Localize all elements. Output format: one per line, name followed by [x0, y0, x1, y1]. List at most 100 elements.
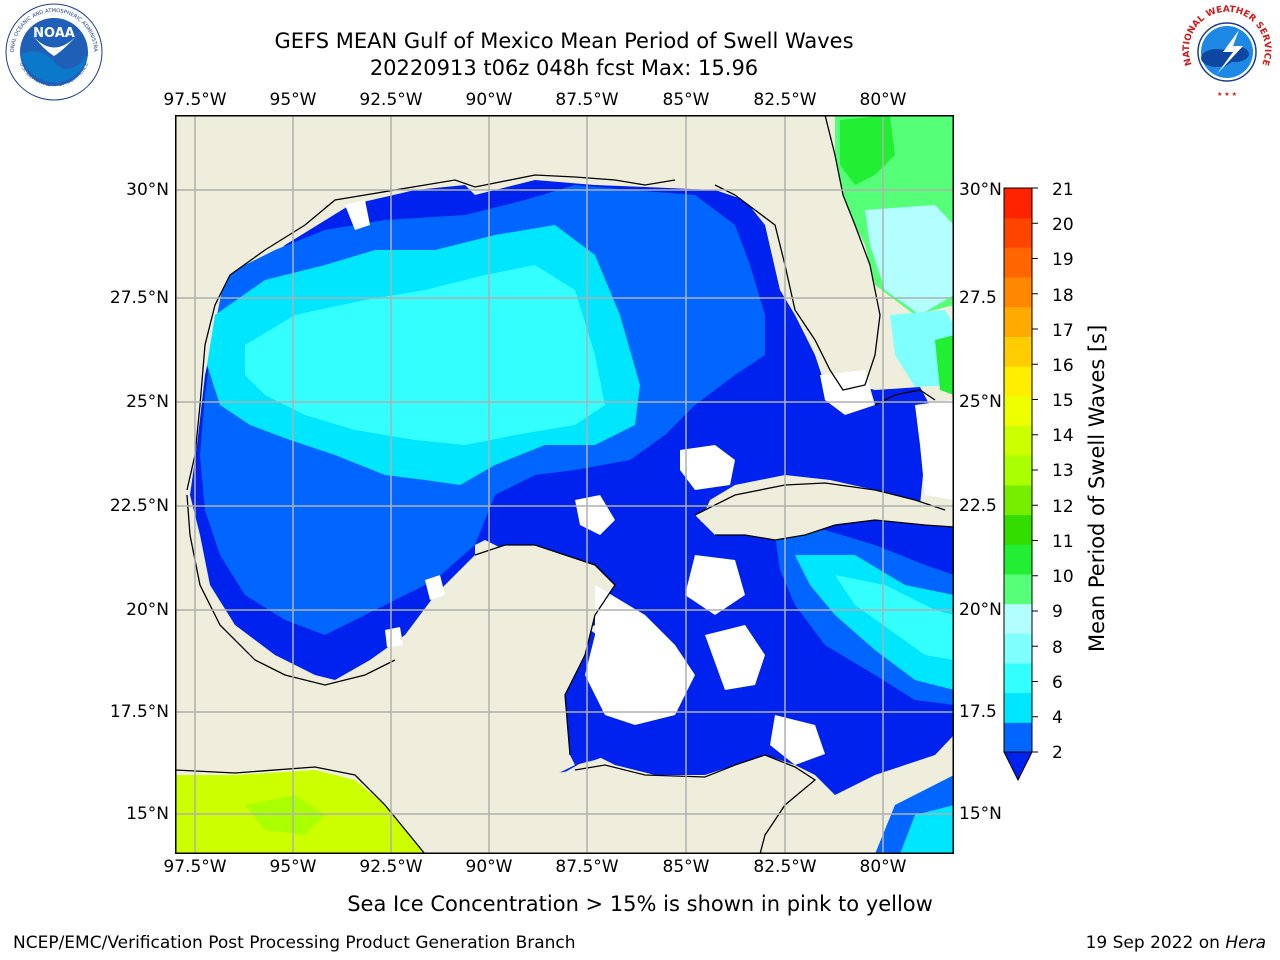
colorbar-swatch: [1004, 514, 1032, 545]
pacific-swell-lime: [245, 795, 325, 835]
colorbar-tick: 12: [1052, 497, 1074, 517]
colorbar-swatch: [1004, 425, 1032, 456]
footer-date-text: 19 Sep 2022 on: [1085, 933, 1226, 953]
graticule: [175, 115, 954, 854]
map-title: GEFS MEAN Gulf of Mexico Mean Period of …: [274, 29, 854, 53]
colorbar-tick: 17: [1052, 321, 1074, 341]
mexico-coast: [175, 495, 405, 775]
colorbar-tick: 18: [1052, 286, 1074, 306]
lat-tick-right: 27.5: [959, 288, 997, 308]
colorbar-swatch: [1004, 455, 1032, 486]
colorbar-swatch: [1004, 366, 1032, 397]
map-plot: [175, 115, 954, 854]
lat-tick-left: 27.5°N: [109, 288, 169, 308]
colorbar-tick: 21: [1052, 180, 1074, 200]
caribbean-swell-light-cyan: [835, 575, 954, 660]
atlantic-swell-pale-cyan: [865, 205, 954, 315]
colorbar-swatch: [1004, 603, 1032, 634]
footer-date: 19 Sep 2022 on Hera: [1086, 933, 1266, 953]
colorbar-swatch: [1004, 633, 1032, 664]
lon-tick-top: 95°W: [269, 90, 317, 110]
lat-tick-right: 25°N: [959, 392, 1002, 412]
colorbar: [1003, 187, 1038, 782]
sea-ice-note: Sea Ice Concentration > 15% is shown in …: [347, 892, 933, 916]
lat-tick-right: 15°N: [959, 804, 1002, 824]
colorbar-tick-marks: [1032, 187, 1038, 753]
colorbar-tick: 14: [1052, 426, 1074, 446]
colorbar-tick: 20: [1052, 215, 1074, 235]
lat-tick-left: 30°N: [126, 180, 169, 200]
colorbar-swatch: [1004, 306, 1032, 337]
colorbar-tick: 2: [1052, 743, 1063, 763]
colorbar-swatch: [1004, 573, 1032, 605]
map-frame: [175, 115, 954, 854]
florida-peninsula: [675, 115, 880, 390]
colorbar-swatch: [1004, 662, 1032, 694]
lon-tick-bottom: 90°W: [465, 857, 513, 877]
us-gulf-coast: [175, 115, 675, 495]
colorbar-swatch: [1004, 217, 1032, 248]
lon-tick-bottom: 95°W: [269, 857, 317, 877]
colorbar-tick: 13: [1052, 461, 1074, 481]
footer-host: Hera: [1225, 933, 1266, 953]
lat-tick-left: 17.5°N: [109, 702, 169, 722]
lat-tick-right: 20°N: [959, 600, 1002, 620]
colorbar-swatch: [1004, 336, 1032, 367]
colorbar-swatch: [1004, 692, 1032, 723]
lon-tick-top: 87.5°W: [555, 90, 619, 110]
noaa-logo: NATIONAL OCEANIC AND ATMOSPHERIC ADMINIS…: [4, 2, 103, 101]
lon-tick-top: 82.5°W: [753, 90, 817, 110]
lon-tick-bottom: 80°W: [859, 857, 907, 877]
bahamas-swell-green: [935, 335, 954, 395]
lon-tick-top: 80°W: [859, 90, 907, 110]
lat-tick-left: 22.5°N: [109, 496, 169, 516]
gulf-swell-light-cyan: [245, 265, 605, 445]
lon-tick-top: 90°W: [465, 90, 513, 110]
map-subtitle: 20220913 t06z 048h fcst Max: 15.96: [369, 56, 759, 80]
lat-tick-left: 25°N: [126, 392, 169, 412]
lat-tick-right: 22.5: [959, 496, 997, 516]
svg-text:★ ★ ★: ★ ★ ★: [1217, 91, 1237, 98]
cuba: [695, 483, 954, 540]
colorbar-tick: 16: [1052, 356, 1074, 376]
lon-tick-top: 85°W: [662, 90, 710, 110]
colorbar-tick: 9: [1052, 602, 1063, 622]
nws-logo: NATIONAL WEATHER SERVICE ★ ★ ★: [1179, 2, 1275, 98]
footer-credit: NCEP/EMC/Verification Post Processing Pr…: [13, 933, 576, 953]
colorbar-swatch: [1004, 247, 1032, 278]
lon-tick-bottom: 82.5°W: [753, 857, 817, 877]
coastlines: [175, 115, 954, 854]
colorbar-segments: [1004, 188, 1032, 753]
lon-tick-bottom: 97.5°W: [163, 857, 227, 877]
missing-data-areas: [345, 200, 954, 765]
lon-tick-top: 97.5°W: [163, 90, 227, 110]
colorbar-tick: 6: [1052, 673, 1063, 693]
colorbar-swatch: [1004, 722, 1032, 753]
colorbar-tick: 15: [1052, 391, 1074, 411]
colorbar-swatch: [1004, 544, 1032, 575]
colorbar-swatch: [1004, 484, 1032, 516]
lat-tick-right: 30°N: [959, 180, 1002, 200]
colorbar-swatch: [1004, 188, 1032, 219]
colorbar-swatch: [1004, 277, 1032, 308]
atlantic-swell-bright-green: [840, 115, 895, 185]
lat-tick-left: 15°N: [126, 804, 169, 824]
svg-text:NOAA: NOAA: [33, 26, 75, 41]
lat-tick-right: 17.5: [959, 702, 997, 722]
lon-tick-top: 92.5°W: [359, 90, 423, 110]
colorbar-swatch: [1004, 395, 1032, 426]
colorbar-tick: 8: [1052, 638, 1063, 658]
colorbar-extend-arrow: [1003, 751, 1033, 782]
lon-tick-bottom: 92.5°W: [359, 857, 423, 877]
lon-tick-bottom: 85°W: [662, 857, 710, 877]
colorbar-tick: 19: [1052, 250, 1074, 270]
colorbar-label: Mean Period of Swell Waves [s]: [1085, 324, 1109, 652]
colorbar-tick: 4: [1052, 708, 1063, 728]
lon-tick-bottom: 87.5°W: [555, 857, 619, 877]
caribbean-swell-cyan: [795, 555, 954, 690]
lat-tick-left: 20°N: [126, 600, 169, 620]
caribbean-se-swell-cyan: [900, 805, 954, 854]
yucatan-peninsula: [375, 545, 615, 775]
colorbar-tick: 10: [1052, 567, 1074, 587]
colorbar-tick: 11: [1052, 532, 1074, 552]
